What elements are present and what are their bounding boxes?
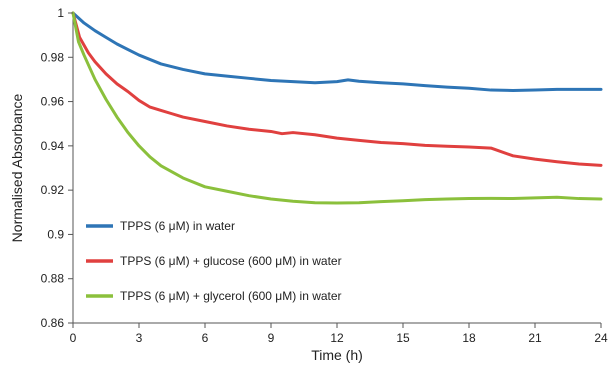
y-tick-label: 0.98 xyxy=(41,50,65,64)
legend-entry-1: TPPS (6 μM) in water xyxy=(86,219,235,233)
y-tick-label: 0.86 xyxy=(41,316,65,330)
x-tick-label: 0 xyxy=(70,331,77,345)
x-tick-label: 6 xyxy=(202,331,209,345)
y-tick-label: 0.94 xyxy=(41,139,65,153)
y-tick-label: 0.92 xyxy=(41,183,65,197)
series-line-3 xyxy=(71,11,603,205)
series-layer xyxy=(71,11,603,205)
x-ticks: 0 3 6 9 12 15 18 21 24 xyxy=(70,323,608,345)
legend: TPPS (6 μM) in water TPPS (6 μM) + gluco… xyxy=(86,219,342,303)
legend-label-2: TPPS (6 μM) + glucose (600 μM) in water xyxy=(120,254,342,268)
x-tick-label: 9 xyxy=(268,331,275,345)
y-tick-label: 0.88 xyxy=(41,272,65,286)
legend-label-1: TPPS (6 μM) in water xyxy=(120,219,235,233)
legend-entry-3: TPPS (6 μM) + glycerol (600 μM) in water xyxy=(86,289,342,303)
x-tick-label: 21 xyxy=(528,331,542,345)
series-line-2 xyxy=(71,11,603,167)
y-tick-label: 1 xyxy=(57,6,64,20)
series-line-1 xyxy=(71,11,603,92)
x-tick-label: 24 xyxy=(594,331,608,345)
y-axis-title: Normalised Absorbance xyxy=(9,93,25,242)
legend-entry-2: TPPS (6 μM) + glucose (600 μM) in water xyxy=(86,254,342,268)
x-axis-title: Time (h) xyxy=(311,347,363,363)
y-tick-label: 0.96 xyxy=(41,95,65,109)
x-tick-label: 12 xyxy=(330,331,344,345)
y-tick-label: 0.9 xyxy=(47,227,64,241)
x-tick-label: 3 xyxy=(136,331,143,345)
y-ticks: 0.86 0.88 0.9 0.92 0.94 0.96 0.98 1 xyxy=(41,6,73,330)
legend-label-3: TPPS (6 μM) + glycerol (600 μM) in water xyxy=(120,289,342,303)
x-tick-label: 15 xyxy=(396,331,410,345)
x-tick-label: 18 xyxy=(462,331,476,345)
plot-area: 0 3 6 9 12 15 18 21 24 0.860.880.90.920.940.960.… xyxy=(41,6,608,345)
